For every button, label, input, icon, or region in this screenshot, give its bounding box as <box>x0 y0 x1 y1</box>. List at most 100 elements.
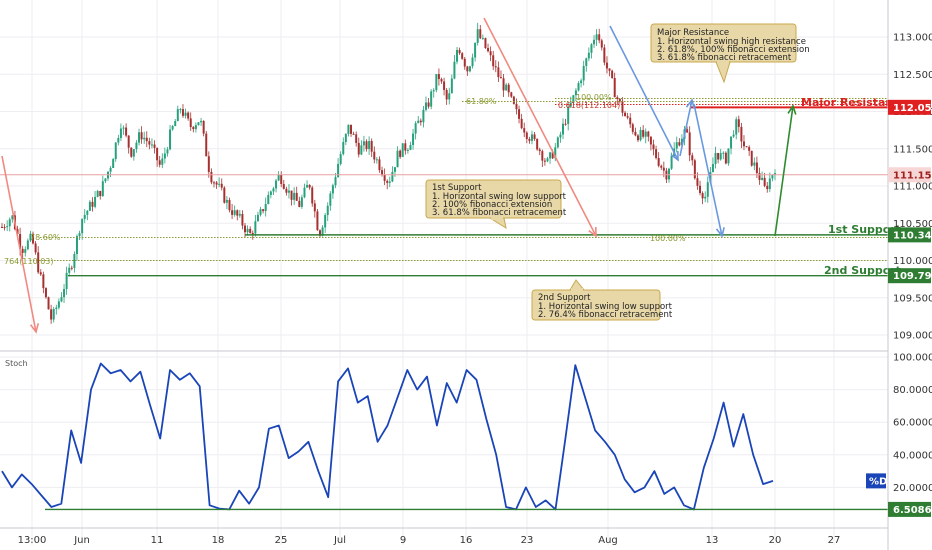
time-tick-label: 9 <box>400 535 406 546</box>
candle-body <box>404 143 407 151</box>
candle-body <box>417 120 420 124</box>
candle-body <box>161 158 164 165</box>
candle-body <box>443 81 446 90</box>
candle-body <box>704 196 707 199</box>
candle-body <box>559 134 562 138</box>
candle-body <box>70 267 73 269</box>
candle-body <box>207 156 210 172</box>
candle-body <box>68 267 71 273</box>
candle-body <box>479 29 482 39</box>
time-tick-label: 23 <box>521 535 534 546</box>
stoch-d-line <box>1 362 774 511</box>
candle-body <box>406 149 409 151</box>
candle-body <box>502 78 505 91</box>
candle-body <box>758 173 761 180</box>
candle-body <box>331 185 334 194</box>
candle-body <box>269 191 272 196</box>
candle-body <box>321 227 324 236</box>
candle-body <box>311 187 314 204</box>
candle-body <box>727 148 730 164</box>
candle-body <box>497 67 500 78</box>
price-candles <box>1 22 776 324</box>
candle-body <box>450 78 453 94</box>
stoch-tick-label: 40.0000 <box>893 450 932 461</box>
candle-body <box>29 233 32 241</box>
candle-body <box>755 162 758 174</box>
candle-body <box>399 150 402 157</box>
candle-body <box>101 181 104 197</box>
candle-body <box>370 140 373 152</box>
candle-body <box>432 90 435 92</box>
candle-body <box>112 159 115 168</box>
candle-body <box>145 137 148 142</box>
stoch-axis: 100.0000 80.0000 60.0000 40.0000 20.0000 <box>893 353 932 494</box>
candle-body <box>412 133 415 146</box>
candle-body <box>238 214 241 216</box>
stoch-tick-label: 80.0000 <box>893 385 932 396</box>
candle-body <box>187 112 190 119</box>
candle-body <box>83 214 86 219</box>
stoch-panel <box>1 362 888 511</box>
candle-body <box>293 192 296 200</box>
candle-body <box>360 145 363 155</box>
candle-body <box>313 203 316 212</box>
candle-body <box>246 228 249 233</box>
candle-body <box>634 131 637 136</box>
candle-body <box>556 137 559 148</box>
candle-body <box>699 185 702 194</box>
candle-body <box>662 167 665 171</box>
red-arrow-middle-head <box>588 226 597 238</box>
support2-price-tag: 109.796 <box>893 271 932 282</box>
candle-body <box>546 158 549 162</box>
candle-body <box>174 121 177 127</box>
candle-body <box>445 89 448 100</box>
candle-body <box>580 80 583 84</box>
candle-body <box>440 79 443 82</box>
candle-body <box>334 177 337 186</box>
candle-body <box>1 226 3 228</box>
candle-body <box>148 141 151 145</box>
candle-body <box>210 171 213 183</box>
candle-body <box>649 136 652 145</box>
candle-body <box>135 142 138 150</box>
candle-body <box>6 226 9 228</box>
support1-price-tag: 110.344 <box>893 230 932 241</box>
price-tick-label: 112.500 <box>893 70 932 81</box>
candle-body <box>169 129 172 150</box>
time-tick-label: 25 <box>275 535 288 546</box>
candle-body <box>78 233 81 237</box>
candle-body <box>347 124 350 134</box>
candle-body <box>598 34 601 41</box>
red-arrow-left <box>1 155 37 333</box>
candle-body <box>706 182 709 197</box>
current-price-tag: 111.151 <box>893 170 932 181</box>
stoch-d-tag: %D <box>869 476 887 487</box>
candle-body <box>44 288 47 298</box>
time-tick-label: 11 <box>151 535 164 546</box>
candle-body <box>608 68 611 71</box>
candle-body <box>427 102 430 107</box>
price-tick-label: 111.000 <box>893 182 932 193</box>
candle-body <box>424 102 427 110</box>
candle-body <box>280 174 283 185</box>
candle-body <box>567 106 570 124</box>
candle-body <box>740 126 743 142</box>
candle-body <box>342 142 345 155</box>
candle-body <box>339 154 342 164</box>
candle-body <box>125 127 128 136</box>
candle-body <box>109 167 112 172</box>
candle-body <box>422 109 425 123</box>
candle-body <box>114 142 117 160</box>
candle-body <box>631 124 634 132</box>
candle-body <box>680 138 683 146</box>
price-tick-label: 109.500 <box>893 293 932 304</box>
candle-body <box>104 178 107 182</box>
stoch-tick-label: 20.0000 <box>893 483 932 494</box>
major-resistance-price-tag-bg <box>888 99 931 115</box>
time-tick-label: 13:00 <box>18 535 47 546</box>
price-levels <box>0 98 888 277</box>
stoch-d-tag-bg <box>866 473 886 489</box>
major-resistance-price-tag: 112.056 <box>893 103 932 114</box>
support1-label: 1st Support <box>828 223 901 236</box>
candle-body <box>179 109 182 111</box>
